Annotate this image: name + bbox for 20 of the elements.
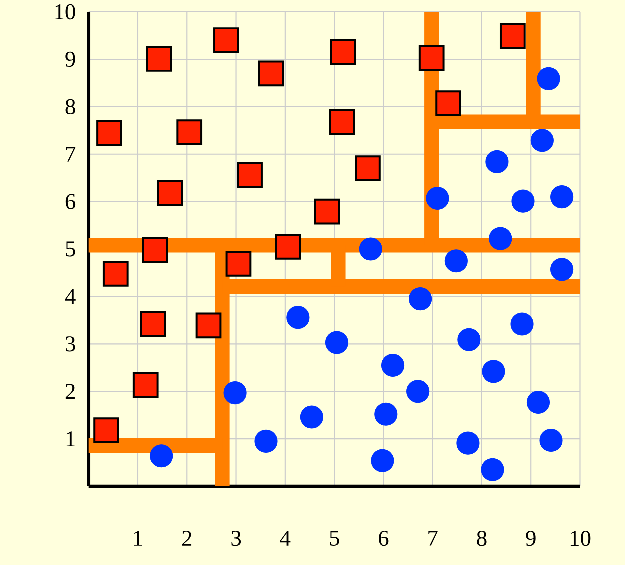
x-tick-label: 9 [526, 531, 536, 546]
y-tick-label: 8 [66, 100, 76, 115]
y-tick-label: 9 [66, 52, 76, 68]
x-tick-label: 7 [428, 531, 438, 546]
x-tick-label: 10 [570, 531, 591, 546]
x-tick-label: 6 [379, 531, 389, 546]
x-tick-label: 8 [477, 531, 487, 546]
y-tick-label: 5 [66, 242, 76, 257]
x-tick-label: 2 [182, 531, 192, 546]
y-tick-label: 2 [66, 384, 75, 400]
y-tick-label: 6 [66, 194, 76, 210]
y-tick-label: 4 [65, 290, 76, 304]
y-tick-label: 3 [66, 336, 76, 352]
x-tick-label: 3 [232, 531, 242, 546]
x-tick-label: 4 [280, 531, 291, 546]
x-tick-label: 5 [330, 531, 340, 546]
x-tick-label: 1 [134, 531, 142, 546]
y-tick-label: 7 [66, 147, 76, 162]
y-tick-label: 10 [56, 4, 76, 20]
y-tick-label: 1 [66, 432, 75, 447]
